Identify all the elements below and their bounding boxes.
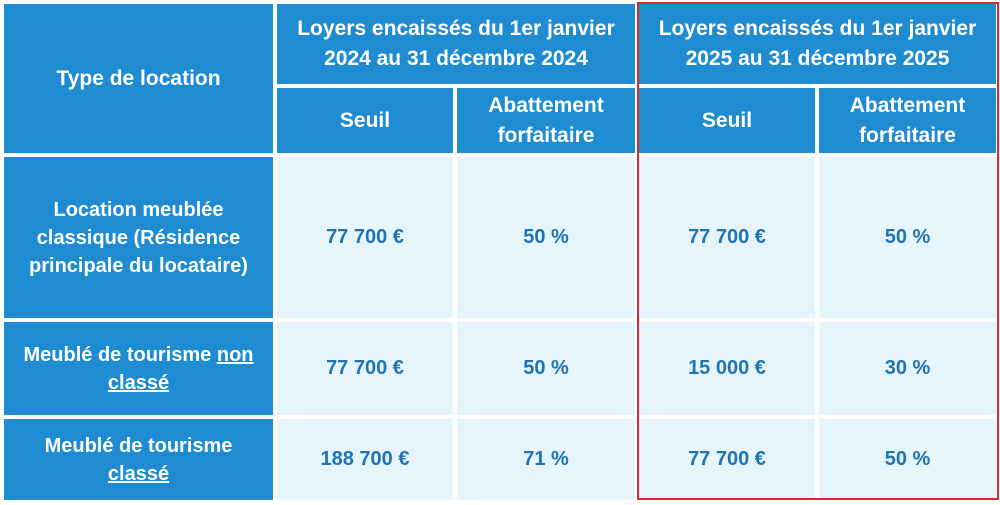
row3-abattement-2025-text: 50 %	[884, 448, 931, 470]
row2-label-classe: classé	[107, 371, 170, 394]
row3-seuil-2025: 77 700 €	[639, 419, 815, 500]
row2-label-non: non	[216, 343, 254, 366]
header-period-2024-text: Loyers encaissés du 1er janvier 2024 au …	[297, 17, 615, 70]
row3-abattement-2024: 71 %	[457, 419, 635, 500]
header-period-2025: Loyers encaissés du 1er janvier 2025 au …	[639, 4, 996, 84]
row1-seuil-2025-text: 77 700 €	[688, 226, 766, 248]
row2-abattement-2025: 30 %	[819, 322, 996, 415]
header-abattement-2025-text: Abattement forfaitaire	[849, 93, 966, 147]
header-type-location-text: Type de location	[56, 66, 221, 90]
row1-seuil-2025: 77 700 €	[639, 157, 815, 318]
row2-seuil-2025: 15 000 €	[639, 322, 815, 415]
row3-abattement-2025: 50 %	[819, 419, 996, 500]
row-label-tourisme-non-classe: Meublé de tourisme non classé	[4, 322, 273, 415]
row2-seuil-2024-text: 77 700 €	[326, 357, 404, 379]
row-label-tourisme-classe: Meublé de tourisme classé	[4, 419, 273, 500]
header-abattement-2025: Abattement forfaitaire	[819, 88, 996, 153]
row2-seuil-2025-text: 15 000 €	[688, 357, 766, 379]
row2-seuil-2024: 77 700 €	[277, 322, 453, 415]
row3-label-main: Meublé de tourisme	[44, 434, 233, 457]
row-label-tourisme-non-classe-text: Meublé de tourisme non classé	[23, 341, 253, 397]
row3-seuil-2024: 188 700 €	[277, 419, 453, 500]
header-seuil-2024: Seuil	[277, 88, 453, 153]
row3-label-classe: classé	[107, 462, 170, 485]
header-abattement-2024: Abattement forfaitaire	[457, 88, 635, 153]
row3-seuil-2024-text: 188 700 €	[320, 448, 410, 470]
row1-seuil-2024-text: 77 700 €	[326, 226, 404, 248]
row-label-meublee-classique-text: Location meublée classique (Résidence pr…	[29, 198, 248, 277]
row1-abattement-2025-text: 50 %	[884, 226, 931, 248]
header-abattement-2024-text: Abattement forfaitaire	[488, 93, 604, 147]
row1-abattement-2024: 50 %	[457, 157, 635, 318]
row1-seuil-2024: 77 700 €	[277, 157, 453, 318]
header-type-location: Type de location	[4, 4, 273, 153]
header-seuil-2025: Seuil	[639, 88, 815, 153]
header-period-2025-text: Loyers encaissés du 1er janvier 2025 au …	[658, 17, 977, 70]
row-label-tourisme-classe-text: Meublé de tourisme classé	[45, 432, 233, 488]
header-seuil-2024-text: Seuil	[339, 108, 391, 132]
row1-abattement-2025: 50 %	[819, 157, 996, 318]
row2-label-main: Meublé de tourisme	[23, 343, 217, 366]
row2-abattement-2024: 50 %	[457, 322, 635, 415]
row3-abattement-2024-text: 71 %	[523, 448, 569, 470]
row-label-meublee-classique: Location meublée classique (Résidence pr…	[4, 157, 273, 318]
header-period-2024: Loyers encaissés du 1er janvier 2024 au …	[277, 4, 635, 84]
row2-abattement-2025-text: 30 %	[884, 357, 931, 379]
row3-seuil-2025-text: 77 700 €	[688, 448, 766, 470]
row1-abattement-2024-text: 50 %	[523, 226, 569, 248]
header-seuil-2025-text: Seuil	[701, 108, 753, 132]
row2-abattement-2024-text: 50 %	[523, 357, 569, 379]
